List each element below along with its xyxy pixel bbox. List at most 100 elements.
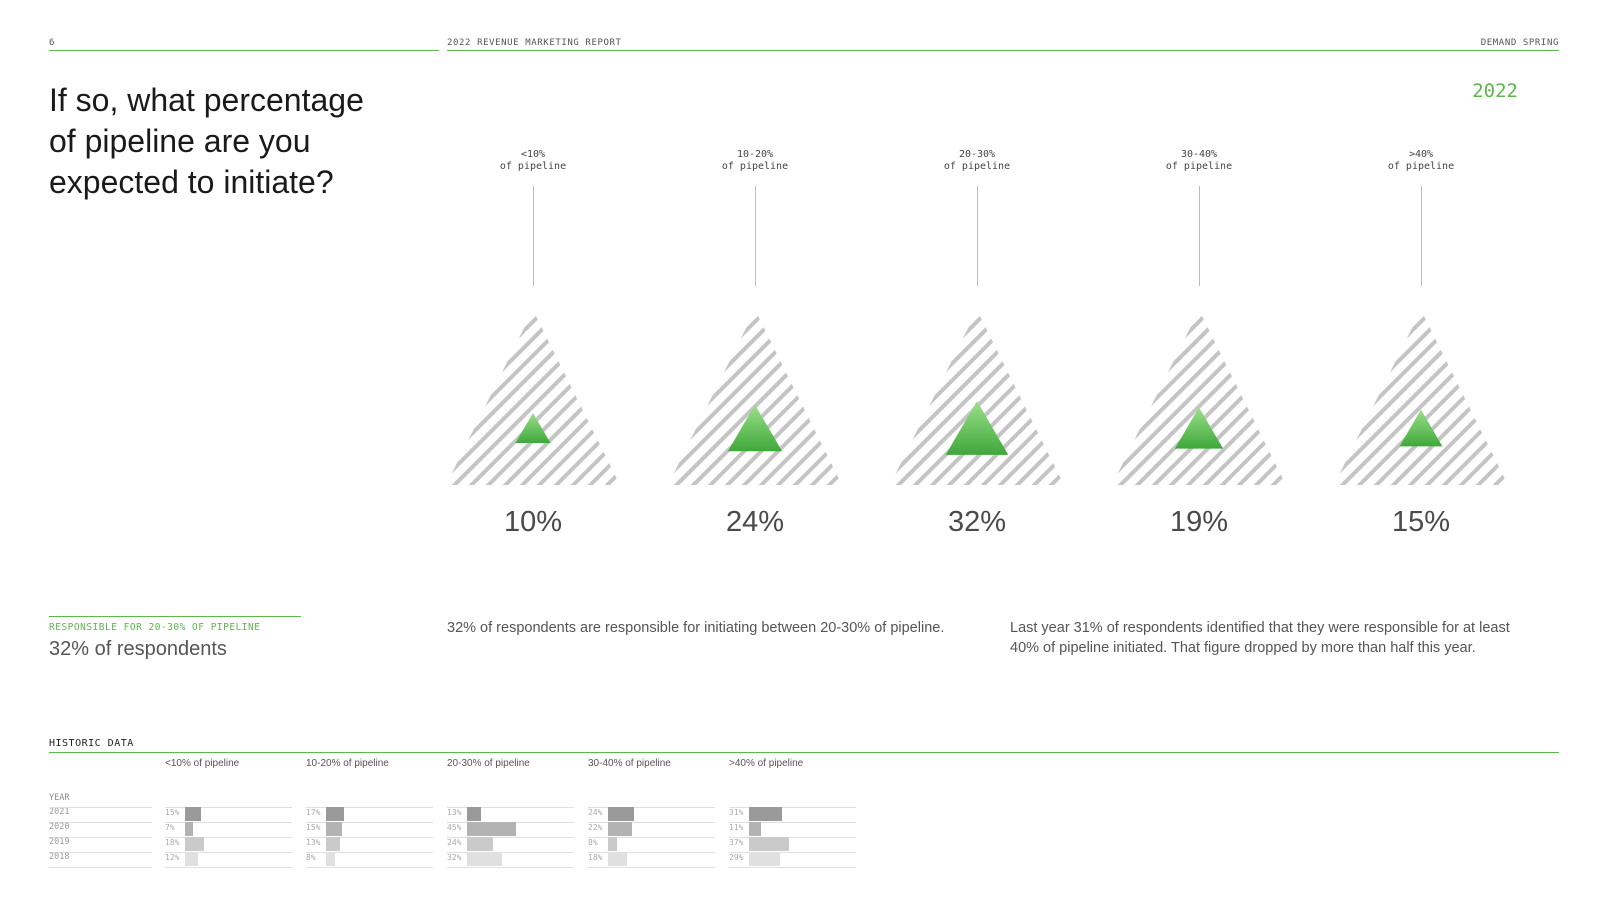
historic-row-divider	[729, 867, 856, 868]
historic-value-label: 8%	[306, 853, 316, 862]
category-stem-line	[1199, 186, 1200, 286]
historic-bar	[749, 837, 789, 851]
historic-bar	[608, 822, 632, 836]
historic-year-label: 2020	[49, 822, 70, 832]
value-triangle	[1174, 407, 1224, 449]
historic-row-divider	[165, 822, 292, 823]
triangle-background	[890, 310, 1064, 485]
historic-row-divider	[447, 852, 574, 853]
historic-row-divider	[49, 867, 152, 868]
historic-value-label: 18%	[165, 838, 180, 847]
historic-row-divider	[729, 807, 856, 808]
historic-row-divider	[588, 837, 715, 838]
value-triangle	[727, 404, 783, 452]
historic-column-header: <10% of pipeline	[165, 758, 240, 769]
value-label: 19%	[1169, 506, 1229, 538]
category-label: 20-30% of pipeline	[917, 149, 1037, 173]
historic-column-header: 20-30% of pipeline	[447, 758, 530, 769]
historic-row-divider	[306, 852, 433, 853]
triangle-mark-group	[890, 310, 1064, 485]
historic-row-divider	[49, 807, 152, 808]
header-divider-left	[49, 50, 439, 51]
historic-year-header: YEAR	[49, 793, 70, 803]
historic-value-label: 7%	[165, 823, 175, 832]
historic-value-label: 13%	[306, 838, 321, 847]
historic-value-label: 18%	[588, 853, 603, 862]
historic-column-header: 10-20% of pipeline	[306, 758, 389, 769]
historic-row-divider	[165, 852, 292, 853]
category-label-range: <10%	[520, 149, 546, 160]
historic-bar	[467, 822, 516, 836]
value-label: 15%	[1391, 506, 1451, 538]
callout-divider	[49, 616, 301, 617]
historic-data-title: HISTORIC DATA	[49, 738, 134, 749]
category-stem-line	[533, 186, 534, 286]
historic-bar	[185, 852, 198, 866]
historic-row-divider	[447, 837, 574, 838]
historic-value-label: 11%	[729, 823, 744, 832]
historic-row-divider	[165, 837, 292, 838]
historic-divider	[49, 752, 1559, 753]
historic-value-label: 22%	[588, 823, 603, 832]
historic-row-divider	[49, 852, 152, 853]
category-stem-line	[977, 186, 978, 286]
historic-column-header: 30-40% of pipeline	[588, 758, 671, 769]
triangle-mark-group	[1334, 310, 1508, 485]
historic-year-label: 2019	[49, 837, 70, 847]
historic-value-label: 17%	[306, 808, 321, 817]
historic-row-divider	[729, 822, 856, 823]
historic-bar	[326, 807, 345, 821]
historic-row-divider	[447, 807, 574, 808]
category-stem-line	[755, 186, 756, 286]
category-label: 30-40% of pipeline	[1139, 149, 1259, 173]
historic-row-divider	[588, 822, 715, 823]
pipeline-triangle-chart: <10% of pipeline 10% 10-20% of pipeline 24% 20…	[446, 149, 1508, 538]
value-triangle	[945, 401, 1009, 455]
historic-column-header: >40% of pipeline	[729, 758, 804, 769]
historic-row-divider	[729, 837, 856, 838]
triangle-mark-group	[446, 310, 620, 485]
historic-value-label: 13%	[447, 808, 462, 817]
historic-value-label: 37%	[729, 838, 744, 847]
historic-row-divider	[306, 867, 433, 868]
historic-bar	[749, 807, 783, 821]
description-previous-year: Last year 31% of respondents identified …	[1010, 620, 1510, 656]
triangle-background	[446, 310, 620, 485]
historic-row-divider	[447, 867, 574, 868]
value-label: 10%	[503, 506, 563, 538]
triangle-background	[1112, 310, 1286, 485]
value-triangle	[515, 413, 551, 443]
historic-row-divider	[165, 807, 292, 808]
historic-value-label: 32%	[447, 853, 462, 862]
value-label: 24%	[725, 506, 785, 538]
page-title: If so, what percentage of pipeline are y…	[49, 82, 364, 200]
historic-bar	[185, 822, 193, 836]
callout-value: 32% of respondents	[49, 638, 227, 660]
report-title: 2022 REVENUE MARKETING REPORT	[447, 38, 622, 48]
value-label: 32%	[947, 506, 1007, 538]
historic-value-label: 24%	[588, 808, 603, 817]
historic-value-label: 24%	[447, 838, 462, 847]
category-label-unit: of pipeline	[943, 161, 1011, 172]
page-number: 6	[49, 38, 56, 48]
historic-bar	[749, 852, 781, 866]
historic-bar	[467, 852, 502, 866]
historic-bar	[185, 807, 202, 821]
historic-value-label: 45%	[447, 823, 462, 832]
historic-row-divider	[729, 852, 856, 853]
historic-value-label: 8%	[588, 838, 598, 847]
triangle-background	[1334, 310, 1508, 485]
historic-row-divider	[49, 837, 152, 838]
category-label: 10-20% of pipeline	[695, 149, 815, 173]
category-label-unit: of pipeline	[721, 161, 789, 172]
triangle-background	[668, 310, 842, 485]
historic-value-label: 15%	[306, 823, 321, 832]
historic-bar	[467, 837, 493, 851]
header-divider-right	[447, 50, 1559, 51]
historic-value-label: 12%	[165, 853, 180, 862]
historic-bar	[467, 807, 482, 821]
historic-bar	[326, 822, 343, 836]
category-label-range: 30-40%	[1180, 149, 1218, 160]
historic-row-divider	[49, 822, 152, 823]
